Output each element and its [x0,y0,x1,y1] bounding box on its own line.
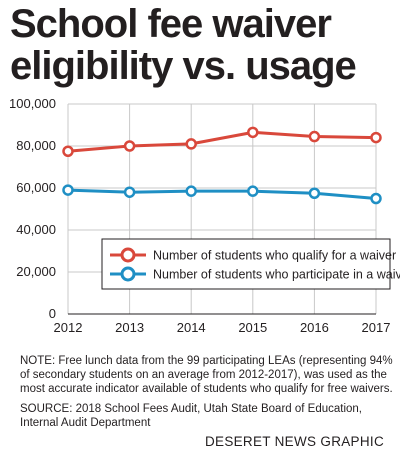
x-axis-ticks: 2012 2013 2014 2015 2016 2017 [54,320,391,335]
data-point [308,130,321,143]
data-point [370,192,382,205]
y-tick-label: 100,000 [9,96,56,111]
data-point [123,186,136,198]
legend-box [101,238,391,290]
chart-title-line-1: School fee waiver [10,2,332,46]
source-note: SOURCE: 2018 School Fees Audit, Utah Sta… [20,403,363,429]
chart-title-line-2: eligibility vs. usage [10,44,357,88]
footnote: NOTE: Free lunch data from the 99 partic… [20,355,393,395]
legend-items: Number of students who qualify for a wai… [110,247,400,282]
data-point [308,187,321,199]
y-tick-label: 80,000 [16,138,56,153]
y-axis-ticks: 0 20,000 40,000 60,000 80,000 100,000 [9,96,56,321]
legend: Number of students who qualify for a wai… [101,238,400,290]
series-line-2 [67,188,377,200]
y-tick-label: 40,000 [16,222,56,237]
data-point [62,184,74,196]
data-point [370,131,382,144]
legend-swatch-marker [120,266,136,282]
data-point [247,185,259,197]
data-point [123,140,136,152]
y-tick-label: 20,000 [16,264,56,279]
data-point [185,185,197,197]
data-point [247,126,259,139]
data-point [185,138,197,150]
x-tick-label: 2013 [115,320,144,335]
credit-line: DESERET NEWS GRAPHIC [204,434,384,449]
legend-swatch-marker [120,247,136,263]
series-lines [62,126,382,205]
y-tick-label: 0 [49,306,56,321]
x-tick-label: 2012 [54,320,83,335]
x-tick-label: 2017 [362,320,391,335]
y-tick-label: 60,000 [16,180,56,195]
x-tick-label: 2014 [177,320,206,335]
x-tick-label: 2015 [238,320,267,335]
x-tick-label: 2016 [300,320,329,335]
legend-label: Number of students who participate in a … [153,268,400,282]
series-line-1 [67,130,377,153]
legend-label: Number of students who qualify for a wai… [153,249,396,263]
data-point [62,145,74,157]
